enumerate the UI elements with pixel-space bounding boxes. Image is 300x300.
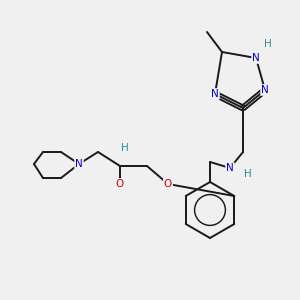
Text: H: H (264, 39, 272, 49)
Text: N: N (252, 53, 260, 63)
Text: N: N (261, 85, 269, 95)
Text: O: O (116, 179, 124, 189)
Text: N: N (211, 89, 219, 99)
Text: H: H (244, 169, 252, 179)
Text: H: H (121, 143, 129, 153)
Text: N: N (75, 159, 83, 169)
Text: O: O (164, 179, 172, 189)
Text: N: N (226, 163, 234, 173)
